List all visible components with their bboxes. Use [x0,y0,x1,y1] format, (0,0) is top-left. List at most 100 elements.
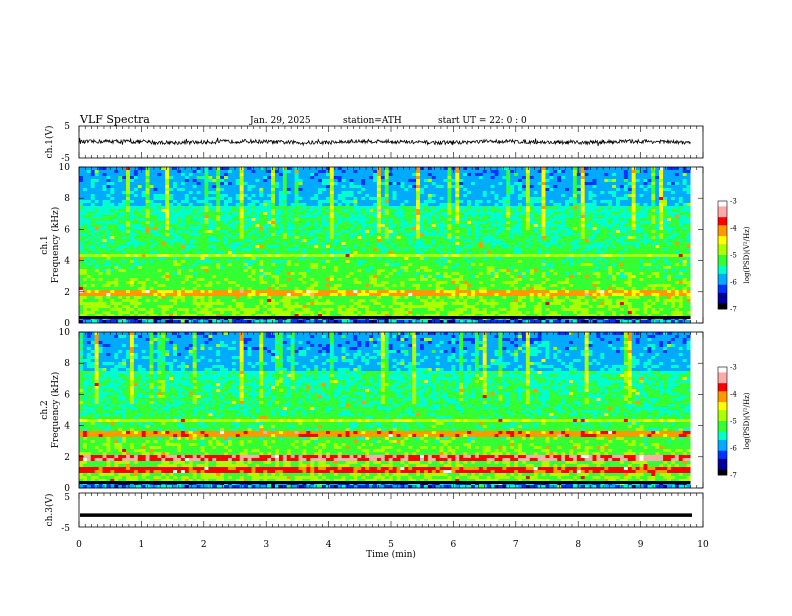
spectrogram-cell [157,257,161,260]
spectrogram-cell [118,293,122,296]
spectrogram-cell [342,260,346,263]
spectrogram-cell [436,248,440,251]
spectrogram-cell [87,248,91,251]
spectrogram-cell [393,176,397,179]
spectrogram-cell [420,173,424,176]
spectrogram-cell [79,182,83,185]
spectrogram-cell [346,296,350,299]
spectrogram-cell [334,230,338,233]
spectrogram-cell [393,230,397,233]
spectrogram-cell [79,194,83,197]
spectrogram-cell [369,191,373,194]
spectrogram-cell [436,284,440,287]
spectrogram-cell [153,275,157,278]
spectrogram-cell [404,233,408,236]
spectrogram-cell [189,206,193,209]
spectrogram-cell [330,191,334,194]
spectrogram-cell [318,263,322,266]
spectrogram-cell [181,185,185,188]
spectrogram-cell [259,275,263,278]
spectrogram-cell [106,170,110,173]
spectrogram-cell [279,197,283,200]
spectrogram-cell [216,275,220,278]
spectrogram-cell [248,290,252,293]
spectrogram-cell [393,233,397,236]
spectrogram-cell [373,185,377,188]
spectrogram-cell [150,260,154,263]
spectrogram-cell [318,167,322,170]
spectrogram-cell [299,191,303,194]
spectrogram-cell [103,188,107,191]
spectrogram-cell [208,275,212,278]
spectrogram-cell [326,188,330,191]
spectrogram-cell [208,302,212,305]
spectrogram-cell [224,212,228,215]
spectrogram-cell [259,311,263,314]
spectrogram-cell [244,299,248,302]
spectrogram-cell [353,179,357,182]
spectrogram-cell [251,269,255,272]
spectrogram-cell [173,257,177,260]
spectrogram-cell [177,287,181,290]
spectrogram-cell [79,275,83,278]
spectrogram-cell [408,287,412,290]
spectrogram-cell [322,293,326,296]
spectrogram-cell [259,179,263,182]
spectrogram-cell [412,302,416,305]
spectrogram-cell [353,266,357,269]
spectrogram-cell [432,182,436,185]
spectrogram-cell [342,305,346,308]
spectrogram-cell [224,218,228,221]
spectrogram-cell [114,296,118,299]
spectrogram-cell [181,182,185,185]
spectrogram-cell [346,230,350,233]
spectrogram-cell [283,212,287,215]
spectrogram-cell [346,251,350,254]
spectrogram-cell [408,296,412,299]
spectrogram-cell [385,185,389,188]
spectrogram-cell [208,299,212,302]
spectrogram-cell [83,197,87,200]
spectrogram-cell [87,167,91,170]
spectrogram-cell [369,251,373,254]
spectrogram-cell [369,221,373,224]
spectrogram-cell [295,233,299,236]
spectrogram-cell [110,176,114,179]
spectrogram-cell [377,272,381,275]
spectrogram-cell [126,311,130,314]
spectrogram-cell [138,176,142,179]
spectrogram-cell [389,194,393,197]
spectrogram-cell [244,287,248,290]
spectrogram-cell [397,197,401,200]
spectrogram-cell [251,212,255,215]
spectrogram-cell [255,176,259,179]
spectrogram-cell [412,191,416,194]
spectrogram-cell [204,296,208,299]
spectrogram-cell [220,227,224,230]
spectrogram-cell [295,260,299,263]
spectrogram-cell [216,173,220,176]
spectrogram-cell [365,170,369,173]
spectrogram-cell [408,170,412,173]
spectrogram-cell [244,215,248,218]
spectrogram-cell [220,215,224,218]
spectrogram-cell [267,254,271,257]
spectrogram-cell [267,203,271,206]
spectrogram-cell [365,233,369,236]
spectrogram-cell [110,290,114,293]
spectrogram-cell [106,260,110,263]
spectrogram-cell [385,233,389,236]
spectrogram-cell [87,239,91,242]
spectrogram-cell [432,284,436,287]
spectrogram-cell [342,311,346,314]
spectrogram-cell [87,221,91,224]
spectrogram-cell [408,281,412,284]
spectrogram-cell [248,296,252,299]
spectrogram-cell [330,242,334,245]
spectrogram-cell [185,179,189,182]
spectrogram-cell [134,254,138,257]
spectrogram-cell [185,269,189,272]
spectrogram-cell [275,293,279,296]
spectrogram-cell [138,179,142,182]
spectrogram-cell [385,257,389,260]
